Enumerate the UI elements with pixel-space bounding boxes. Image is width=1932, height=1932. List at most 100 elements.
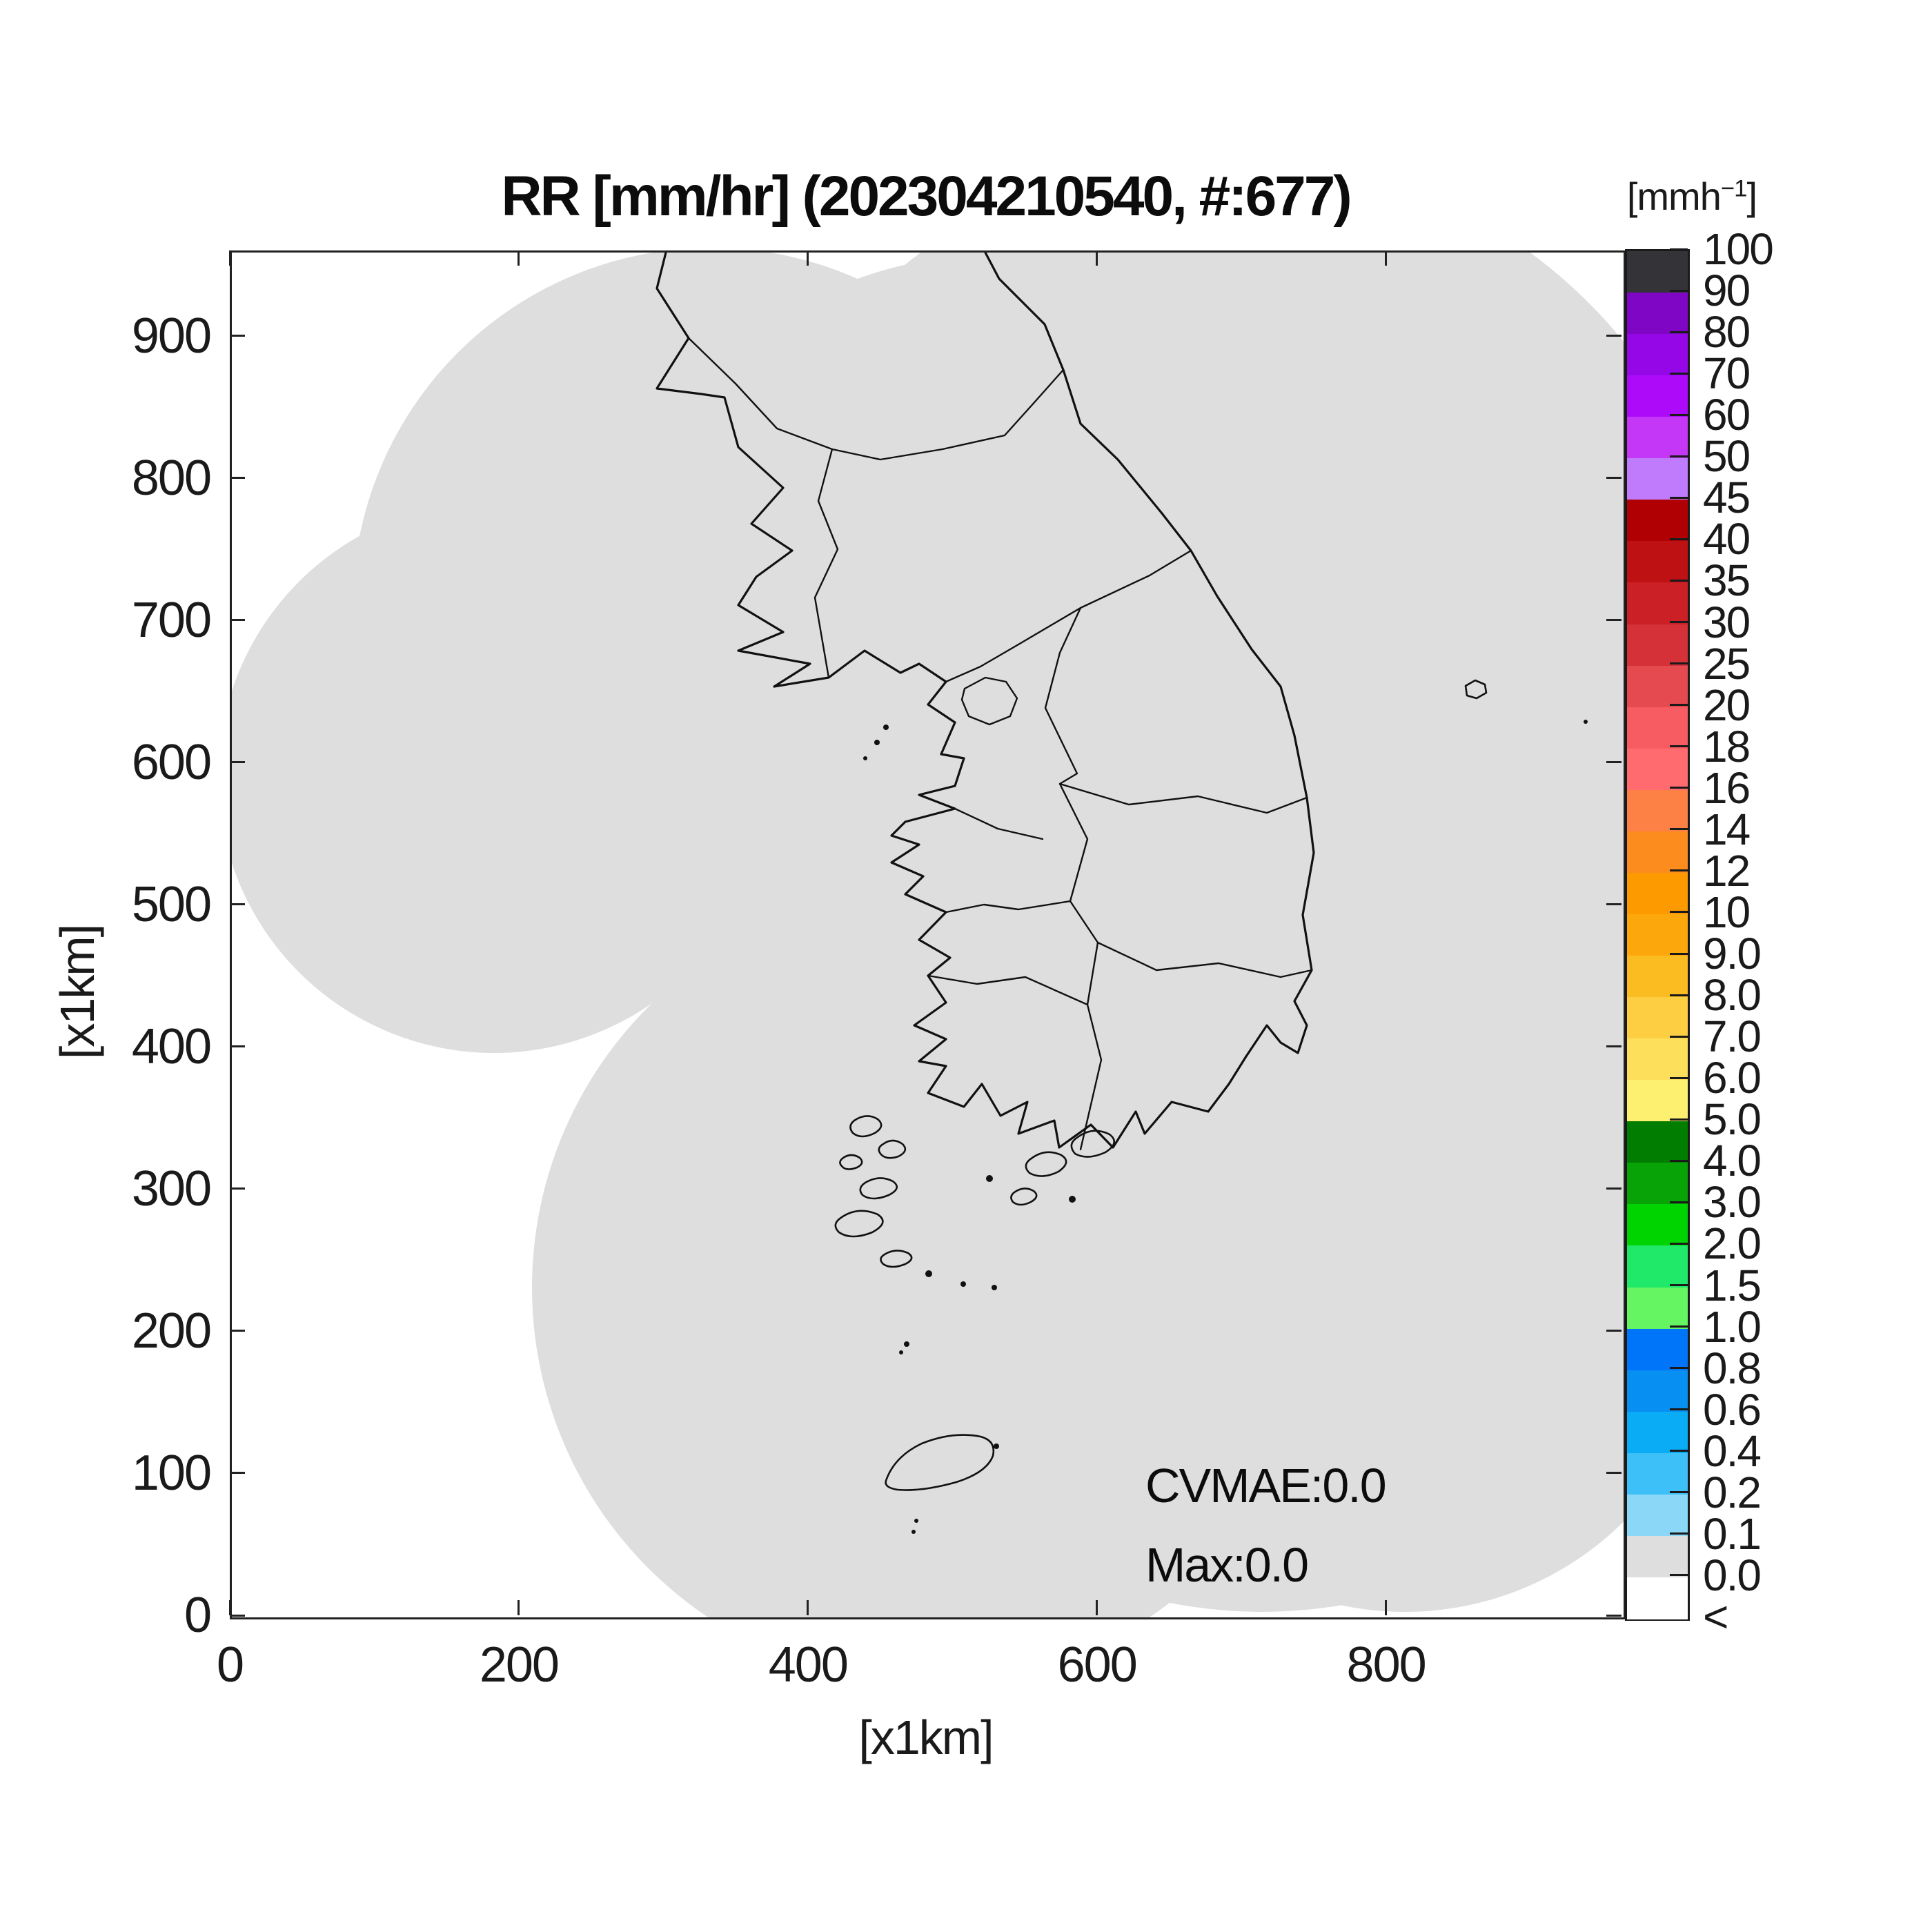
colorbar-tick-mark — [1670, 1491, 1688, 1494]
colorbar-segment — [1627, 665, 1688, 708]
y-tick-mark-right — [1606, 1187, 1621, 1190]
coastline — [656, 253, 1315, 1149]
colorbar-segment — [1627, 956, 1688, 998]
coastline-path — [656, 253, 1315, 1149]
colorbar-tick-label: 25 — [1703, 638, 1751, 689]
colorbar-tick-label: 16 — [1703, 762, 1751, 813]
colorbar-segment — [1627, 458, 1688, 500]
colorbar-tick-label: 3.0 — [1703, 1177, 1762, 1228]
y-tick-mark-right — [1606, 761, 1621, 764]
colorbar-tick-label: 0.2 — [1703, 1467, 1762, 1517]
colorbar-tick-label: 6.0 — [1703, 1053, 1762, 1103]
x-tick-mark-top — [1385, 250, 1388, 266]
x-tick-mark — [228, 1600, 231, 1615]
colorbar-tick-label: 70 — [1703, 348, 1751, 399]
x-tick-label: 600 — [1057, 1637, 1138, 1693]
jeju-island-path — [885, 1434, 995, 1491]
colorbar-segment — [1627, 1452, 1688, 1495]
colorbar-tick-mark — [1670, 1325, 1688, 1328]
x-tick-mark — [807, 1600, 809, 1615]
colorbar-tick-label: 0.6 — [1703, 1384, 1762, 1435]
colorbar-tick-label: 5.0 — [1703, 1094, 1762, 1145]
y-tick-label: 600 — [131, 734, 212, 790]
y-tick-mark-right — [1606, 1614, 1621, 1617]
colorbar-unit-label: [mmh−1] — [1511, 174, 1757, 219]
colorbar-segment — [1627, 997, 1688, 1039]
colorbar-tick-mark — [1670, 538, 1688, 540]
seoul-boundary-loop — [960, 676, 1018, 726]
ulleungdo-island-path — [1464, 679, 1488, 700]
x-tick-mark-top — [807, 250, 809, 266]
y-tick-label: 800 — [131, 450, 212, 506]
y-tick-mark — [230, 1472, 245, 1475]
colorbar-tick-label: 20 — [1703, 680, 1751, 730]
colorbar-unit-exponent: −1 — [1720, 175, 1748, 202]
colorbar-tick-label: 1.5 — [1703, 1260, 1762, 1310]
colorbar-tick-label: 8.0 — [1703, 970, 1762, 1021]
colorbar-tick-mark — [1670, 289, 1688, 292]
colorbar-tick-mark — [1670, 1201, 1688, 1203]
colorbar-tick-mark — [1670, 1532, 1688, 1535]
colorbar-tick-mark — [1670, 994, 1688, 996]
x-tick-mark-top — [228, 250, 231, 266]
colorbar-tick-mark — [1670, 413, 1688, 416]
y-tick-label: 900 — [131, 308, 212, 364]
x-axis-label: [x1km] — [858, 1711, 994, 1764]
plot-area: CVMAE:0.0 Max:0.0 — [230, 250, 1626, 1619]
colorbar-extend-label: < — [1703, 1592, 1728, 1642]
y-tick-mark — [230, 477, 245, 480]
colorbar-tick-label: 9.0 — [1703, 929, 1762, 979]
colorbar-segment — [1627, 1038, 1688, 1081]
colorbar-tick-mark — [1670, 1450, 1688, 1452]
colorbar-segment — [1627, 1080, 1688, 1122]
colorbar-segment — [1627, 624, 1688, 667]
province-borders-path — [687, 337, 1313, 1151]
colorbar-tick-label: 45 — [1703, 473, 1751, 523]
colorbar-tick-mark — [1670, 828, 1688, 831]
islands — [834, 679, 1488, 1491]
colorbar-tick-mark — [1670, 1408, 1688, 1411]
y-tick-label: 400 — [131, 1018, 212, 1074]
y-tick-label: 500 — [131, 876, 212, 932]
colorbar-segment — [1627, 1577, 1688, 1619]
colorbar-tick-mark — [1670, 1118, 1688, 1121]
colorbar-segment — [1627, 1370, 1688, 1412]
colorbar-segment — [1627, 582, 1688, 625]
colorbar-tick-label: 30 — [1703, 597, 1751, 647]
y-tick-mark-right — [1606, 903, 1621, 906]
colorbar-tick-mark — [1670, 1076, 1688, 1079]
colorbar-tick-label: 4.0 — [1703, 1136, 1762, 1186]
colorbar-tick-mark — [1670, 662, 1688, 665]
colorbar-unit-prefix: [mmh — [1626, 175, 1722, 218]
colorbar-tick-label: 14 — [1703, 804, 1751, 854]
colorbar-segment — [1627, 914, 1688, 956]
x-tick-mark-top — [1096, 250, 1098, 266]
colorbar-tick-label: 7.0 — [1703, 1012, 1762, 1062]
x-tick-mark-top — [518, 250, 520, 266]
y-tick-mark — [230, 1330, 245, 1332]
x-tick-label: 800 — [1346, 1637, 1427, 1693]
southwest-islands-path — [834, 1115, 1115, 1268]
y-tick-mark — [230, 1614, 245, 1617]
colorbar-segment — [1627, 500, 1688, 542]
colorbar-tick-label: 50 — [1703, 431, 1751, 482]
colorbar-tick-mark — [1670, 704, 1688, 707]
colorbar-segment — [1627, 707, 1688, 749]
colorbar-segment — [1627, 748, 1688, 791]
colorbar — [1625, 249, 1690, 1621]
colorbar-segment — [1627, 872, 1688, 915]
y-tick-mark — [230, 619, 245, 622]
y-tick-label: 700 — [131, 592, 212, 648]
colorbar-segment — [1627, 831, 1688, 874]
colorbar-unit-suffix: ] — [1746, 175, 1757, 218]
colorbar-tick-mark — [1670, 248, 1688, 250]
y-tick-mark-right — [1606, 1045, 1621, 1048]
colorbar-tick-label: 0.0 — [1703, 1550, 1762, 1600]
colorbar-tick-mark — [1670, 1159, 1688, 1162]
colorbar-tick-label: 80 — [1703, 307, 1751, 357]
colorbar-tick-label: 90 — [1703, 266, 1751, 316]
colorbar-tick-mark — [1670, 745, 1688, 748]
colorbar-segment — [1627, 334, 1688, 376]
x-tick-label: 400 — [768, 1637, 849, 1693]
